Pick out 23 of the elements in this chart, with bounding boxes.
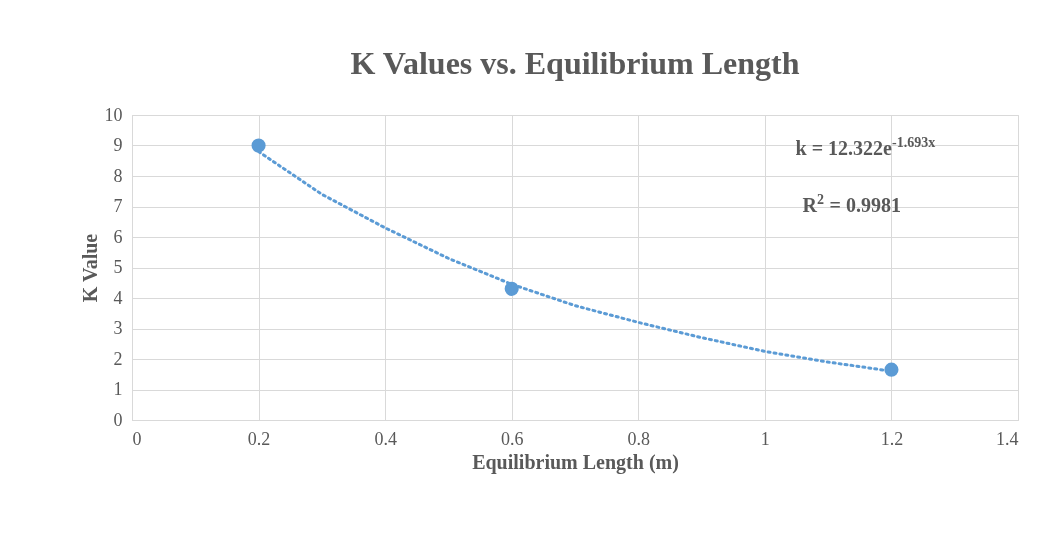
x-tick-label: 0.4 — [374, 428, 397, 449]
x-tick-label: 1 — [760, 428, 770, 449]
y-tick-label: 6 — [113, 226, 123, 247]
y-tick-label: 2 — [113, 348, 123, 369]
x-tick-label: 1.4 — [996, 428, 1019, 449]
y-tick-label: 4 — [113, 287, 123, 308]
chart-title: K Values vs. Equilibrium Length — [350, 45, 800, 81]
y-tick-label: 5 — [113, 257, 123, 277]
y-tick-label: 9 — [113, 135, 123, 155]
y-tick-label: 8 — [113, 165, 123, 186]
x-axis-title: Equilibrium Length (m) — [472, 450, 679, 474]
x-tick-label: 0.8 — [627, 428, 651, 449]
y-tick-label: 10 — [104, 104, 123, 125]
x-tick-label: 0 — [132, 428, 142, 449]
point — [251, 138, 266, 153]
x-tick-label: 0.2 — [247, 428, 271, 449]
y-tick-label: 1 — [113, 379, 123, 399]
x-tick-label: 1.2 — [880, 428, 904, 449]
y-tick-label: 0 — [113, 409, 123, 430]
x-tick-label: 0.6 — [500, 428, 524, 449]
y-tick-label: 7 — [113, 196, 123, 216]
y-tick-label: 3 — [113, 318, 123, 338]
y-axis-title: K Value — [78, 233, 101, 303]
